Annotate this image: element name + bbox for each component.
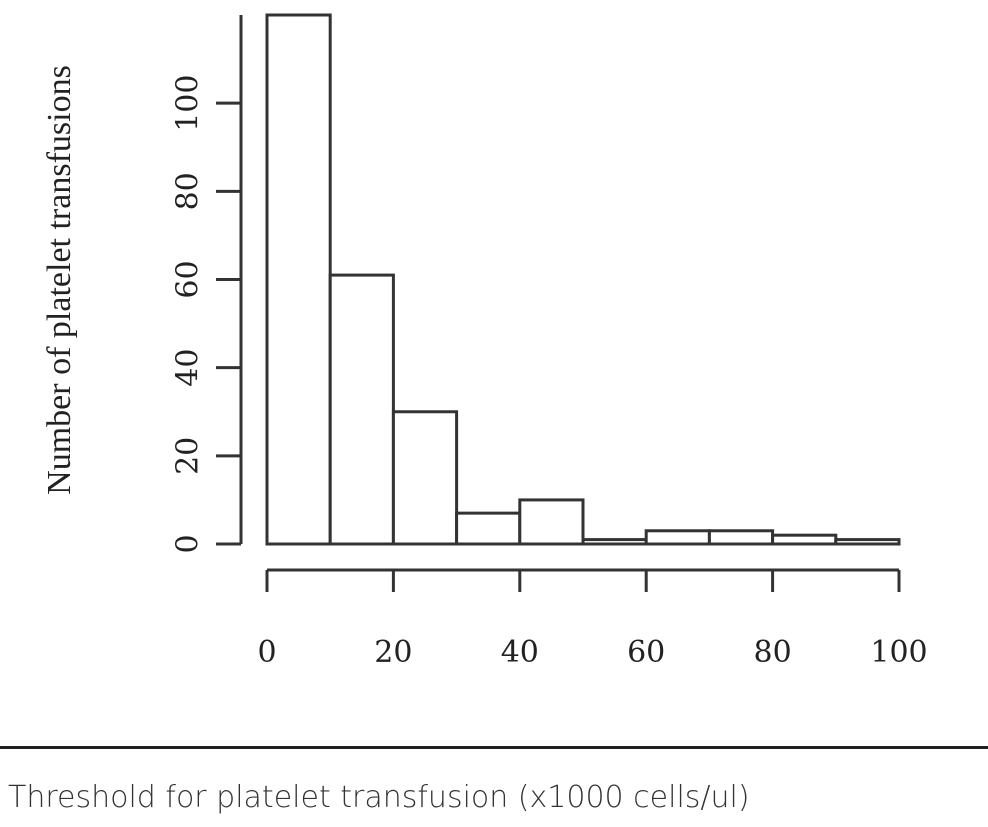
x-axis: 0 20 40 60 80 100 bbox=[257, 568, 928, 670]
x-axis-title: Threshold for platelet transfusion (x100… bbox=[8, 780, 750, 815]
y-tick-label: 60 bbox=[171, 260, 206, 298]
y-tick-label: 20 bbox=[171, 437, 206, 475]
x-tick-label: 20 bbox=[374, 635, 412, 670]
histogram-chart: 0 20 40 60 80 100 0 20 40 60 80 100 Number of plat… bbox=[41, 13, 928, 670]
histogram-bar bbox=[581, 538, 648, 546]
histogram-bars bbox=[265, 13, 901, 546]
histogram-bar bbox=[834, 538, 901, 546]
caption-divider bbox=[0, 746, 988, 749]
x-tick-label: 0 bbox=[257, 635, 276, 670]
histogram-bar bbox=[644, 529, 711, 546]
histogram-bar bbox=[707, 529, 775, 546]
y-tick-label: 0 bbox=[171, 534, 206, 553]
histogram-bar bbox=[265, 13, 332, 546]
histogram-bar bbox=[455, 511, 522, 546]
x-tick-label: 100 bbox=[870, 635, 927, 670]
histogram-bar bbox=[391, 410, 459, 546]
histogram-bar bbox=[771, 533, 838, 546]
y-axis: 0 20 40 60 80 100 bbox=[171, 15, 243, 554]
y-tick-label: 40 bbox=[171, 349, 206, 387]
x-tick-label: 40 bbox=[501, 635, 539, 670]
y-tick-label: 80 bbox=[171, 172, 206, 210]
x-tick-label: 80 bbox=[754, 635, 792, 670]
y-axis-title: Number of platelet transfusions bbox=[41, 65, 78, 495]
y-tick-label: 100 bbox=[171, 75, 206, 132]
histogram-bar bbox=[518, 498, 585, 546]
x-tick-label: 60 bbox=[627, 635, 665, 670]
histogram-bar bbox=[328, 273, 395, 546]
